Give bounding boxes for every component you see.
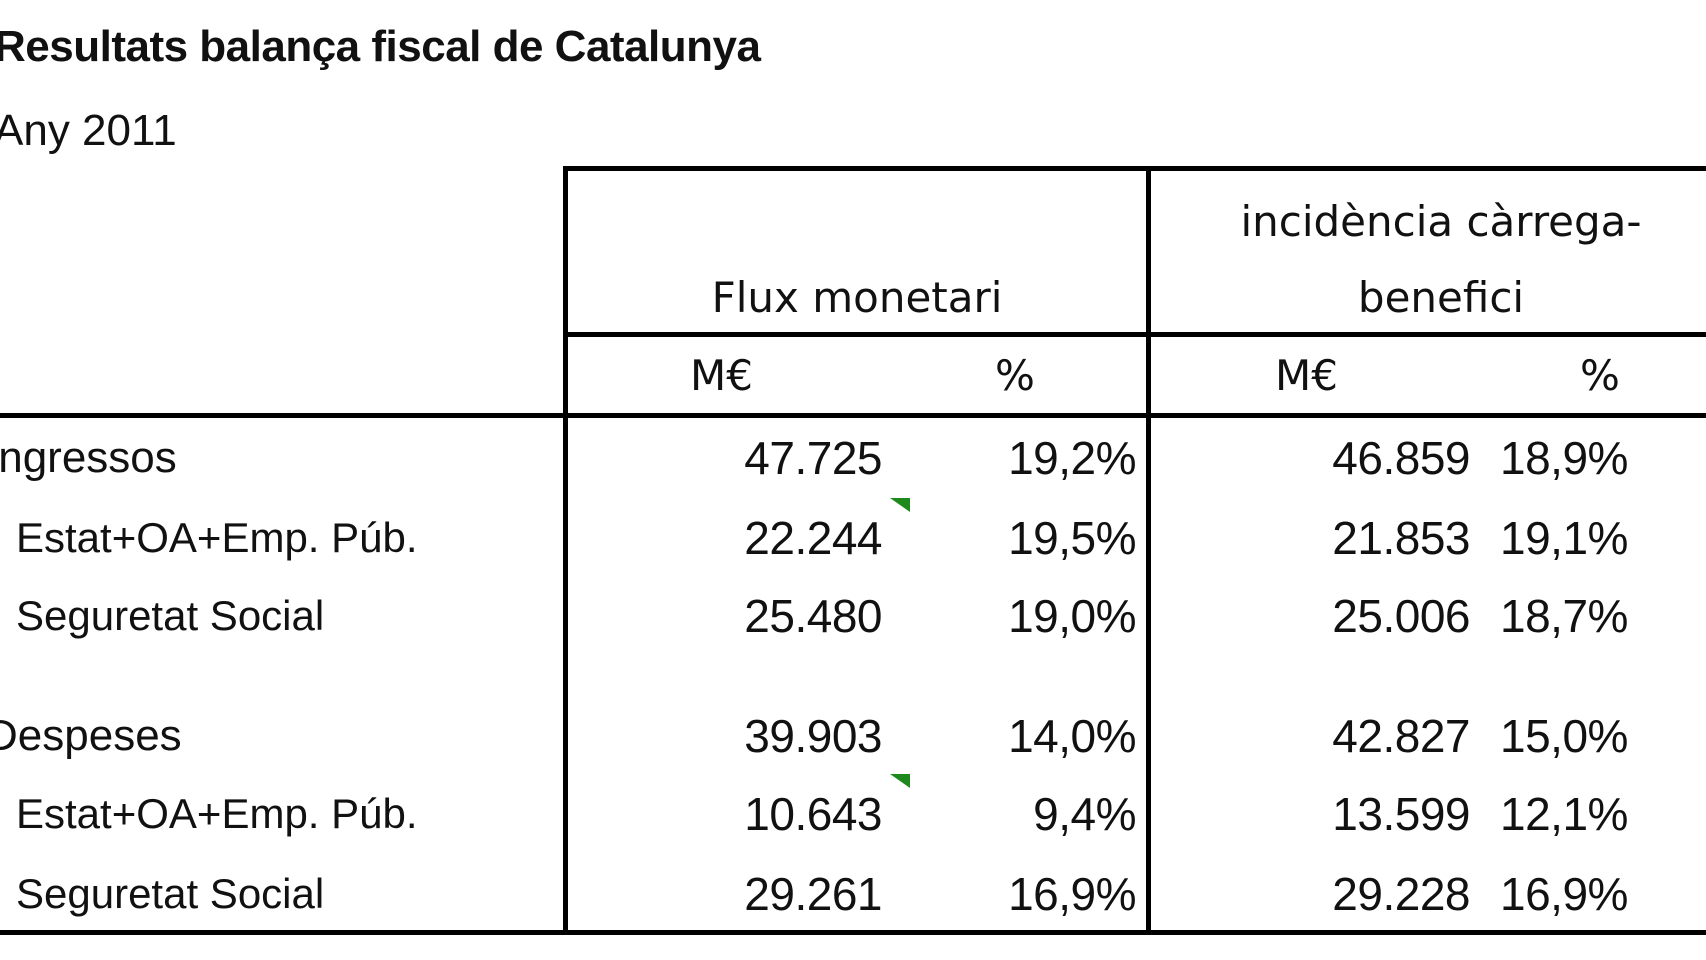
- comment-marker-icon: [890, 774, 910, 788]
- header-bottom-border: [0, 413, 1706, 418]
- cell-fm-pct: 19,0%: [1008, 590, 1136, 642]
- row-label-estat-ingressos: Estat+OA+Emp. Púb.: [16, 514, 418, 561]
- subheader-icb-me: M€: [1275, 351, 1338, 400]
- cell-icb-pct: 18,9%: [1500, 432, 1628, 484]
- cell-fm-me: 25.480: [744, 590, 882, 642]
- cell-fm-me: 22.244: [744, 512, 882, 564]
- table-bottom-border: [0, 930, 1706, 935]
- cell-fm-me: 39.903: [744, 710, 882, 762]
- cell-fm-pct: 19,2%: [1008, 432, 1136, 484]
- cell-icb-pct: 15,0%: [1500, 710, 1628, 762]
- subheader-fm-pct: %: [995, 351, 1035, 400]
- cell-fm-pct: 14,0%: [1008, 710, 1136, 762]
- header-flux-monetari: Flux monetari: [711, 273, 1003, 322]
- column-divider-left: [563, 166, 568, 935]
- cell-fm-me: 29.261: [744, 868, 882, 920]
- row-label-ss-despeses: Seguretat Social: [16, 870, 325, 917]
- cell-icb-pct: 16,9%: [1500, 868, 1628, 920]
- cell-fm-pct: 16,9%: [1008, 868, 1136, 920]
- cell-fm-me: 47.725: [744, 432, 882, 484]
- comment-marker-icon: [890, 498, 910, 512]
- row-label-estat-despeses: Estat+OA+Emp. Púb.: [16, 790, 418, 837]
- cell-icb-pct: 12,1%: [1500, 788, 1628, 840]
- page-title: Resultats balança fiscal de Catalunya: [0, 22, 761, 71]
- cell-icb-me: 21.853: [1332, 512, 1470, 564]
- header-incidencia-line2: benefici: [1357, 273, 1525, 322]
- cell-icb-me: 42.827: [1332, 710, 1470, 762]
- cell-icb-me: 29.228: [1332, 868, 1470, 920]
- cell-icb-me: 46.859: [1332, 432, 1470, 484]
- cell-icb-me: 25.006: [1332, 590, 1470, 642]
- column-divider-middle: [1146, 166, 1151, 935]
- subheader-icb-pct: %: [1580, 351, 1620, 400]
- page-subtitle: Any 2011: [0, 106, 177, 155]
- header-divider: [563, 332, 1706, 337]
- row-label-ingressos: Ingressos: [0, 433, 177, 482]
- table-top-border: [563, 166, 1706, 171]
- cell-icb-pct: 19,1%: [1500, 512, 1628, 564]
- subheader-fm-me: M€: [690, 351, 753, 400]
- cell-icb-me: 13.599: [1332, 788, 1470, 840]
- row-label-despeses: Despeses: [0, 711, 182, 760]
- header-incidencia-line1: incidència càrrega-: [1240, 197, 1642, 246]
- cell-fm-me: 10.643: [744, 788, 882, 840]
- cell-fm-pct: 19,5%: [1008, 512, 1136, 564]
- cell-fm-pct: 9,4%: [1033, 788, 1136, 840]
- row-label-ss-ingressos: Seguretat Social: [16, 592, 325, 639]
- cell-icb-pct: 18,7%: [1500, 590, 1628, 642]
